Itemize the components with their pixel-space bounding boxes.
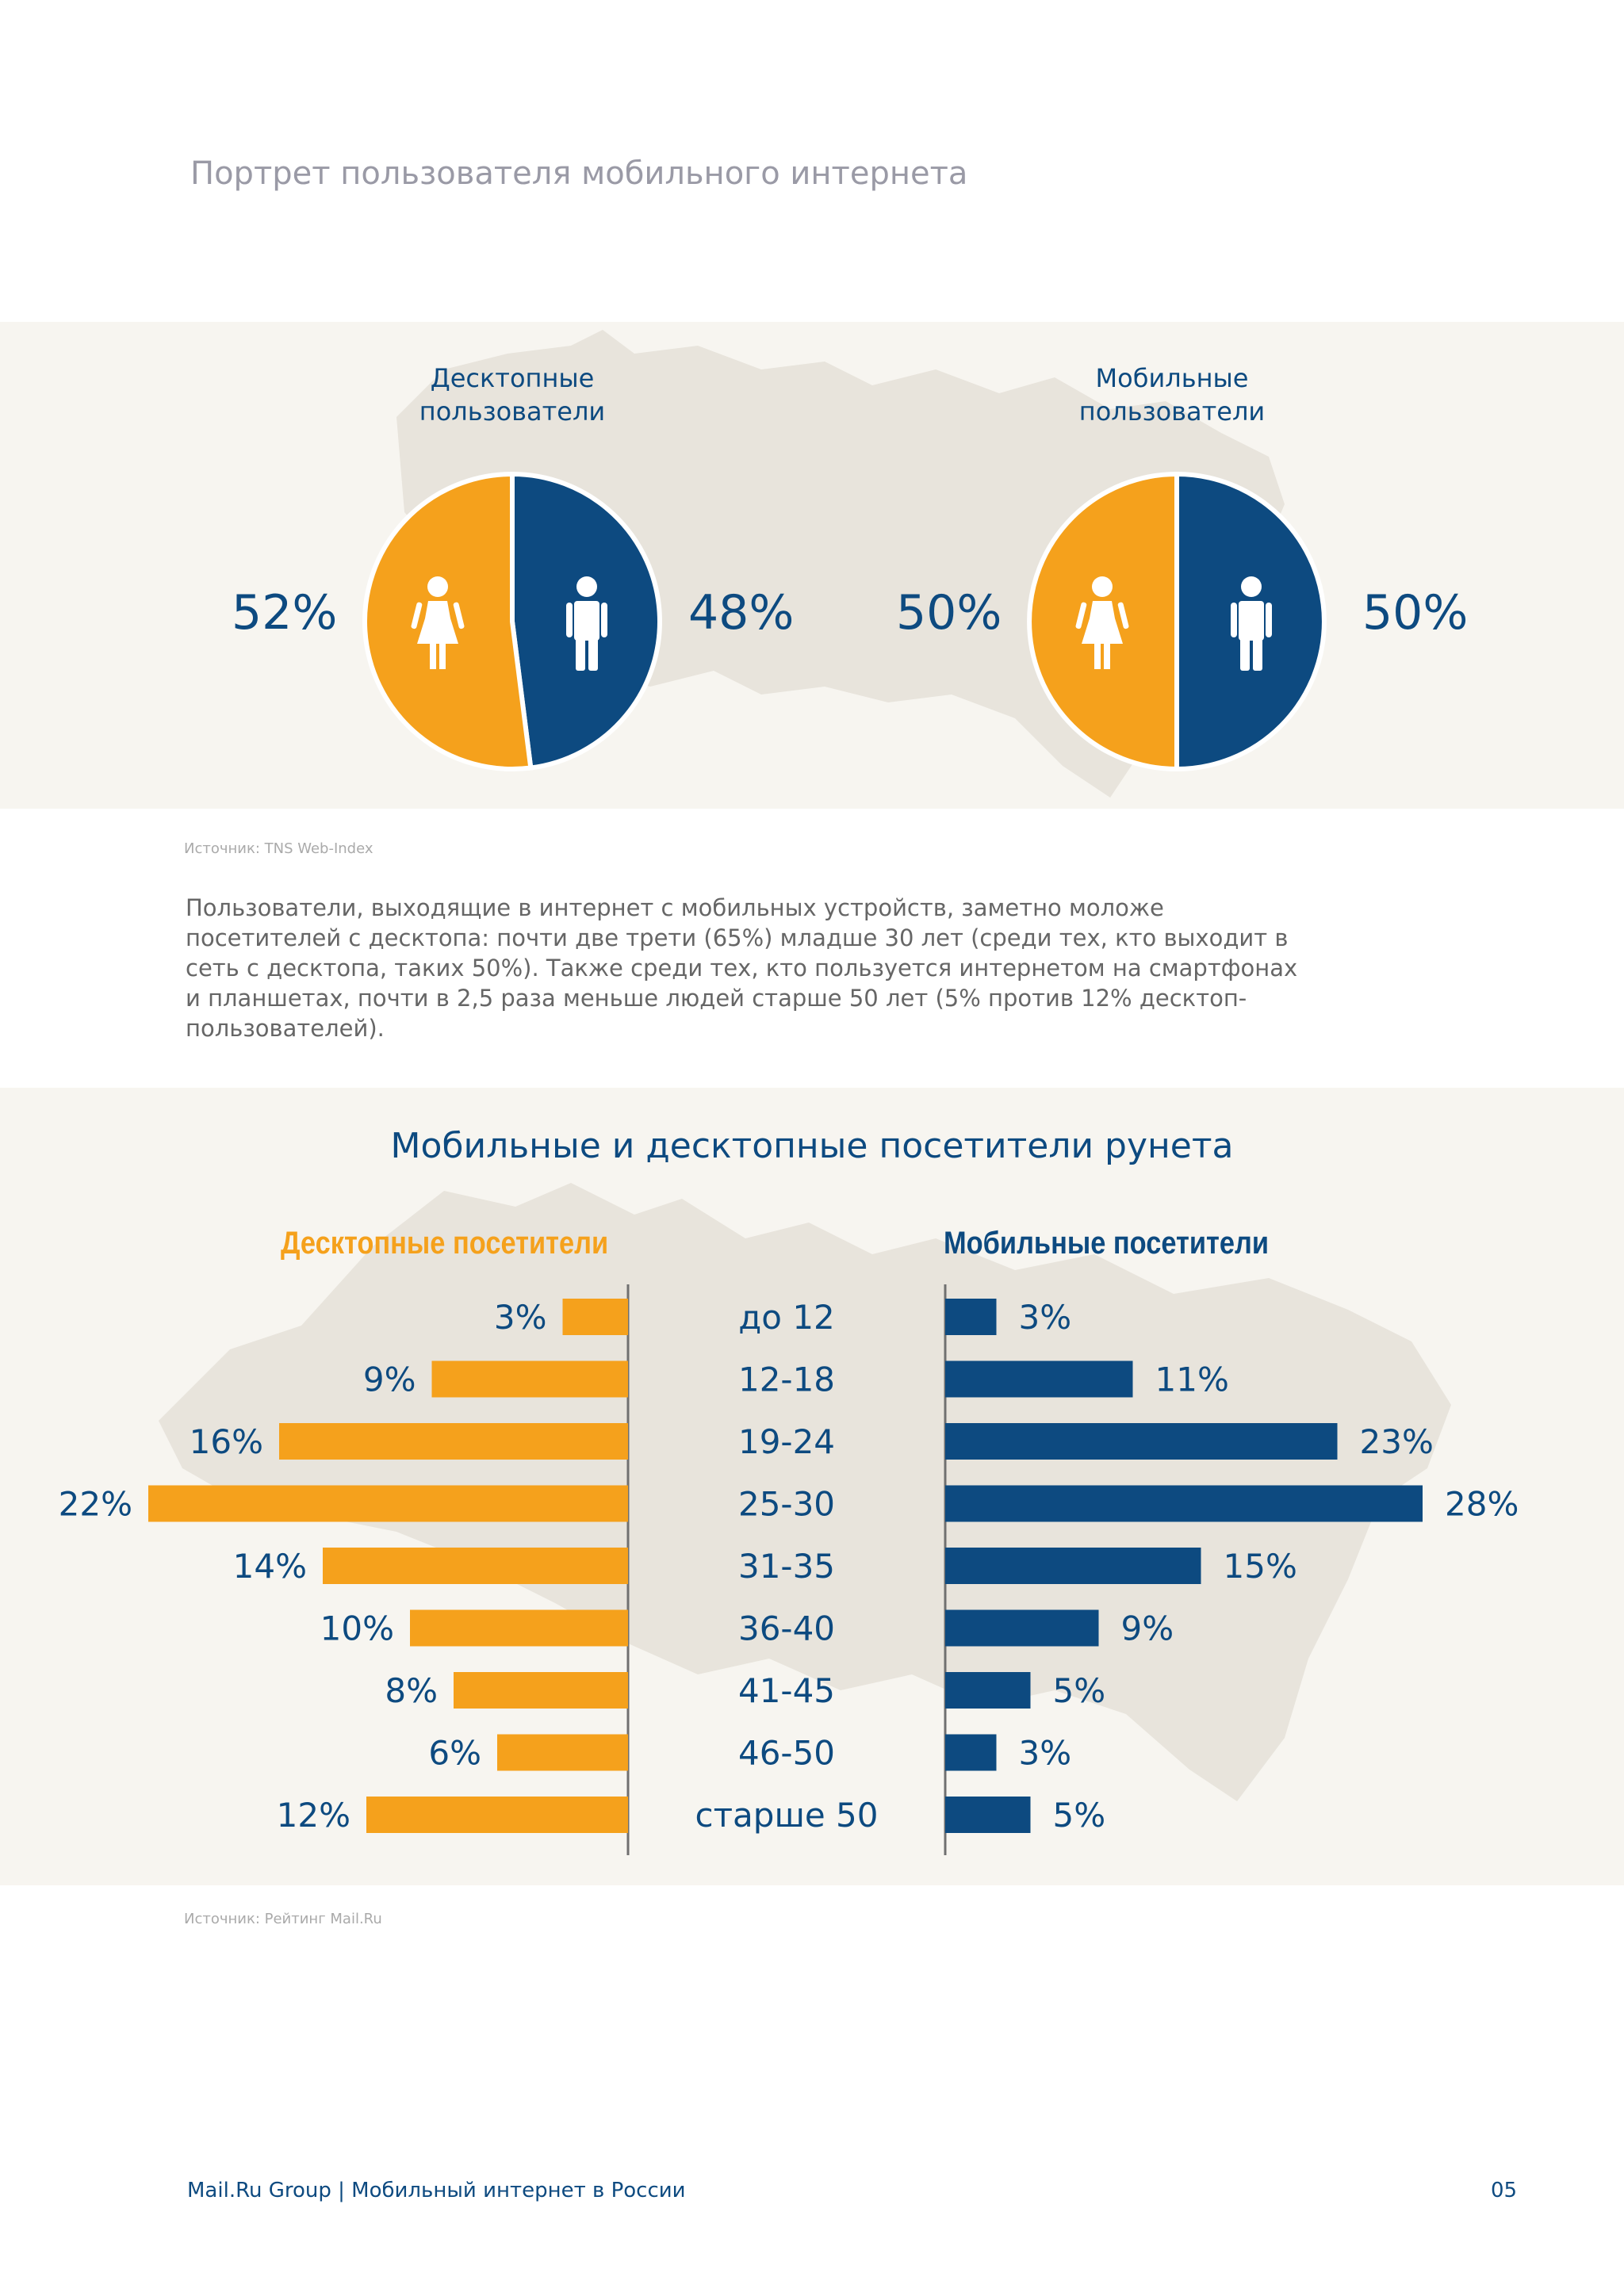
pie-title-desktop: Десктопные пользователи [419,363,606,427]
woman-icon [411,576,465,669]
woman-icon [1075,576,1129,669]
footer-brand: Mail.Ru Group | Мобильный интернет в Рос… [187,2179,686,2202]
pie-chart-mobile [1027,471,1327,772]
pie-mobile-female-label: 50% [896,585,1002,641]
pie-title-mobile: Мобильные пользователи [1078,363,1266,427]
bar-chart-title: Мобильные и десктопные посетители рунета [390,1126,1234,1166]
gender-section: Десктопные пользователи Мобильные пользо… [0,322,1624,809]
page-number: 05 [1491,2179,1518,2202]
man-icon [566,576,607,671]
pie-mobile-male-label: 50% [1362,585,1469,641]
man-icon [1231,576,1272,671]
body-paragraph: Пользователи, выходящие в интернет с моб… [186,894,1298,1042]
pie-desktop-female-label: 52% [232,585,338,641]
russia-map-background [396,330,1285,798]
page-title: Портрет пользователя мобильного интернет… [190,155,968,192]
russia-map-background-2 [159,1183,1451,1801]
source-note-1: Источник: TNS Web-Index [184,840,373,857]
source-note-2: Источник: Рейтинг Mail.Ru [184,1911,382,1927]
pie-desktop-male-label: 48% [688,585,795,641]
pie-chart-desktop [362,471,662,771]
series-header-desktop: Десктопные посетители [281,1226,609,1261]
series-header-mobile: Мобильные посетители [944,1226,1270,1261]
age-section [0,1088,1624,1885]
